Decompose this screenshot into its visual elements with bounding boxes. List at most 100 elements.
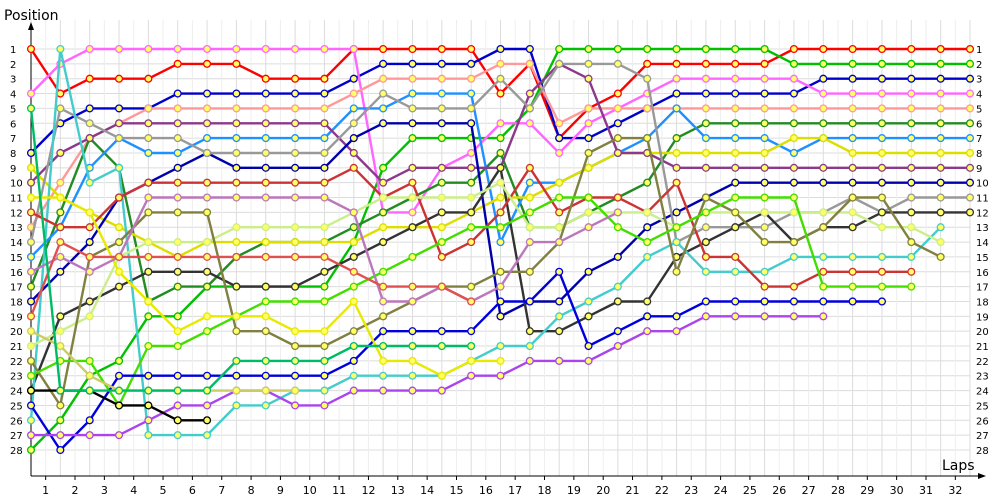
data-point [437,208,446,217]
data-point [877,163,887,172]
data-point [261,104,270,113]
data-point [320,104,329,113]
data-point [437,119,446,128]
data-point [203,252,212,261]
data-point [936,59,945,68]
data-point [26,416,36,425]
data-point [291,327,300,336]
data-point [496,74,505,83]
data-point [672,59,681,68]
data-point [789,119,798,128]
y-tick-label-right: 14 [976,238,989,249]
x-tick-label: 7 [218,484,225,497]
data-point [379,386,388,395]
data-point [731,163,740,172]
data-point [173,416,182,425]
data-point [789,74,798,83]
data-point [496,312,505,321]
data-point [379,267,388,276]
data-point [467,327,476,336]
data-point [320,356,329,365]
data-point [643,208,652,217]
data-point [437,74,446,83]
data-point [437,163,446,172]
data-point [467,163,476,172]
data-point [379,282,388,291]
data-point [379,238,388,247]
data-point [965,89,975,98]
data-point [408,163,417,172]
data-point [936,193,945,202]
data-point [85,74,94,83]
data-point [144,401,153,410]
data-point [701,59,710,68]
data-point [379,104,388,113]
data-point [731,193,740,202]
data-point [85,44,94,54]
data-point [232,59,241,68]
data-point [379,297,388,306]
data-point [907,163,916,172]
data-point [173,119,182,128]
data-point [936,208,945,217]
data-point [731,178,740,187]
y-tick-label-left: 6 [10,119,16,130]
data-point [848,119,857,128]
series-line [29,107,473,392]
data-point [144,267,153,276]
data-point [261,401,270,410]
data-point [789,163,798,172]
data-point [56,401,65,410]
data-point [320,252,329,261]
data-point [907,238,916,247]
y-axis-arrow [28,22,34,30]
data-point [467,282,476,291]
y-tick-label-left: 19 [10,312,23,323]
data-point [291,386,300,395]
data-point [26,163,36,172]
x-tick-label: 6 [189,484,196,497]
data-point [379,59,388,68]
data-point [936,223,945,232]
data-point [907,193,916,202]
data-point [467,238,476,247]
data-point [56,312,65,321]
data-point [26,356,36,365]
data-point [907,282,916,291]
series-18 [26,267,887,455]
data-point [613,327,622,336]
data-point [731,59,740,68]
data-point [848,297,857,306]
data-point [936,163,945,172]
series-25 [26,104,476,395]
data-point [437,282,446,291]
data-point [291,163,300,172]
x-tick-label: 14 [420,484,434,497]
data-point [173,431,182,440]
data-point [114,44,124,54]
data-point [349,44,358,54]
data-point [760,59,769,68]
data-point [643,327,652,336]
data-point [261,297,270,306]
data-point [467,178,476,187]
data-point [56,252,65,261]
data-point [555,208,564,217]
data-point [525,297,534,306]
data-point [584,193,593,202]
data-point [56,193,65,202]
data-point [965,193,975,202]
data-point [85,416,94,425]
data-point [965,104,975,113]
data-point [291,74,300,83]
data-point [789,134,798,143]
data-point [789,148,798,158]
y-tick-label-right: 24 [976,387,989,398]
data-point [320,119,329,128]
data-point [232,193,241,202]
data-point [701,148,710,158]
x-tick-label: 11 [332,484,346,497]
data-point [26,252,36,261]
data-point [26,341,36,351]
